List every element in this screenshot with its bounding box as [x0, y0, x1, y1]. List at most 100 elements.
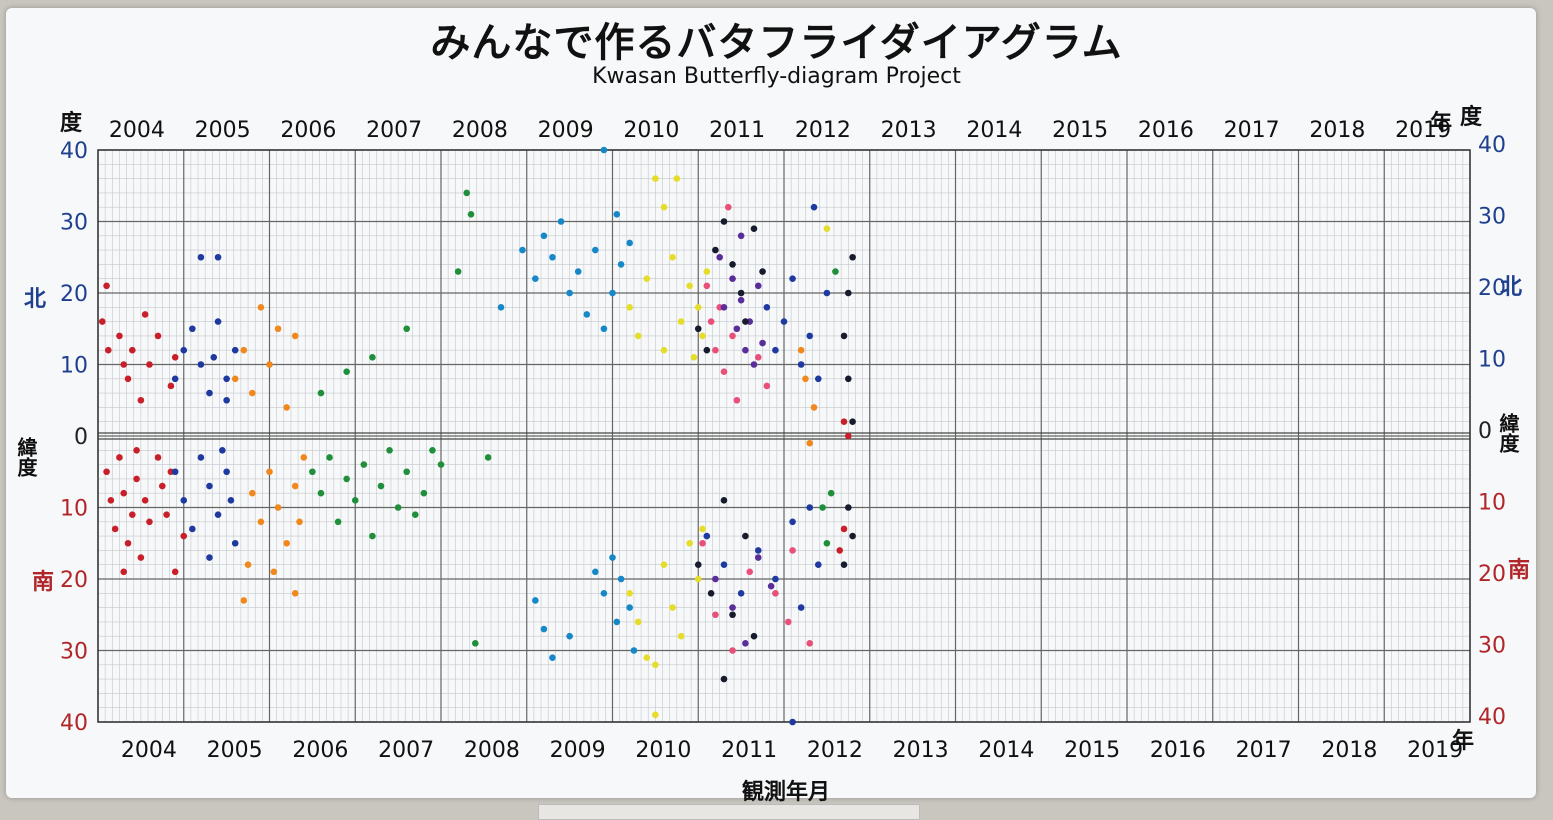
data-point — [845, 504, 852, 511]
data-point — [729, 647, 736, 654]
data-point — [171, 568, 179, 576]
data-point — [737, 232, 745, 240]
data-point — [840, 561, 848, 568]
degree-label-right: 度 — [1460, 104, 1483, 130]
plot-border — [97, 149, 1471, 723]
page-subtitle: Kwasan Butterfly-diagram Project — [592, 64, 961, 89]
data-point — [566, 289, 573, 297]
data-point — [317, 389, 325, 397]
data-point — [394, 504, 402, 511]
data-point — [840, 525, 848, 533]
data-point — [600, 146, 608, 154]
data-point — [703, 346, 711, 354]
data-point — [223, 375, 230, 383]
data-point — [707, 318, 715, 325]
data-point — [849, 418, 856, 426]
data-point — [660, 203, 668, 211]
x-tick-label-bottom: 2005 — [207, 738, 263, 763]
data-point — [159, 482, 166, 490]
data-point — [180, 497, 188, 504]
data-point — [827, 489, 835, 497]
data-point — [454, 268, 462, 275]
data-point — [249, 389, 256, 397]
page-title: みんなで作るバタフライダイアグラム — [430, 20, 1123, 66]
data-point — [343, 368, 350, 375]
y-tick-label-right: 10 — [1478, 491, 1506, 516]
latitude-label-right: 緯度 — [1496, 412, 1520, 454]
x-tick-label-top: 2004 — [109, 118, 165, 143]
data-point — [845, 375, 852, 383]
data-point — [729, 611, 736, 619]
data-point — [214, 253, 222, 261]
data-point — [291, 482, 299, 490]
data-point — [167, 382, 175, 390]
data-point — [103, 282, 110, 290]
x-tick-label-bottom: 2008 — [464, 738, 520, 763]
data-point — [742, 640, 749, 647]
data-point — [219, 447, 226, 454]
data-point — [116, 332, 123, 340]
data-point — [772, 346, 779, 354]
x-tick-label-top: 2005 — [195, 118, 251, 143]
data-point — [549, 654, 556, 661]
y-tick-label-left: 20 — [60, 282, 88, 307]
data-point — [231, 346, 239, 354]
data-point — [686, 282, 693, 290]
data-point — [712, 575, 719, 583]
data-point — [609, 289, 616, 297]
data-point — [797, 346, 805, 354]
data-point — [737, 296, 745, 304]
data-point — [120, 568, 128, 576]
y-tick-label-right: 40 — [1478, 705, 1506, 730]
data-point — [141, 497, 149, 504]
year-suffix-bottom: 年 — [1452, 728, 1474, 754]
data-point — [283, 539, 290, 547]
data-point — [129, 511, 136, 518]
data-point — [819, 504, 826, 511]
data-point — [634, 332, 642, 340]
data-point — [107, 497, 115, 504]
x-tick-label-top: 2009 — [538, 118, 594, 143]
data-point — [823, 225, 831, 232]
data-point — [467, 211, 475, 218]
data-point — [626, 590, 633, 597]
x-tick-label-top: 2006 — [280, 118, 336, 143]
x-tick-label-bottom: 2009 — [550, 738, 606, 763]
data-point — [283, 404, 290, 411]
data-point — [763, 304, 771, 311]
data-point — [733, 396, 741, 404]
data-point — [742, 318, 749, 325]
data-point — [429, 447, 436, 454]
data-point — [759, 268, 766, 275]
y-tick-label-left: 40 — [60, 139, 88, 164]
data-point — [600, 325, 608, 333]
x-tick-label-bottom: 2004 — [121, 738, 177, 763]
data-point — [244, 561, 252, 568]
x-axis-top-labels: 2004 2005 2006 2007 2008 2009 2010 2011 2012 2013… — [109, 118, 1451, 143]
x-tick-label-top: 2007 — [366, 118, 422, 143]
data-point — [669, 604, 676, 611]
data-point — [403, 325, 411, 333]
data-point — [129, 346, 136, 354]
y-tick-label-right: 40 — [1478, 133, 1506, 158]
data-point — [116, 454, 123, 461]
data-point — [789, 547, 796, 554]
data-point — [703, 532, 711, 540]
data-point — [733, 325, 741, 333]
data-point — [699, 332, 706, 340]
data-point — [227, 497, 235, 504]
x-axis-bottom-labels: 2004 2005 2006 2007 2008 2009 2010 2011 2012 2013… — [121, 738, 1463, 763]
degree-label-left: 度 — [60, 110, 83, 136]
x-tick-label-bottom: 2010 — [635, 738, 691, 763]
data-point — [784, 618, 792, 626]
latitude-label-left: 緯度 — [14, 436, 38, 478]
data-point — [270, 568, 278, 576]
data-point — [836, 547, 844, 554]
data-point — [171, 375, 179, 383]
x-tick-label-bottom: 2006 — [292, 738, 348, 763]
data-point — [411, 511, 419, 518]
data-point — [634, 618, 642, 626]
y-tick-label-right: 20 — [1478, 562, 1506, 587]
y-tick-label-left: 20 — [60, 568, 88, 593]
data-point — [124, 375, 132, 383]
